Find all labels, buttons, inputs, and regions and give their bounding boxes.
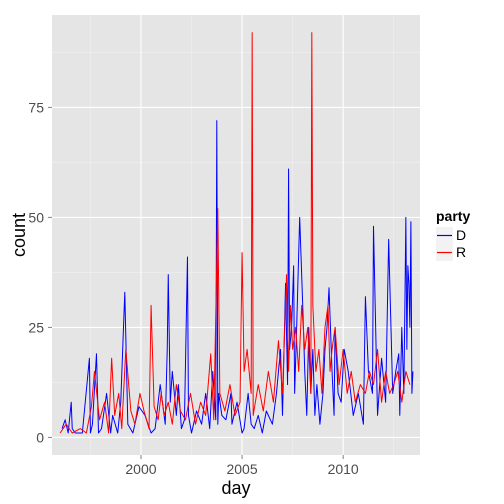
- x-tick-label: 2005: [226, 461, 257, 477]
- legend: party D R: [436, 208, 470, 261]
- x-axis-title: day: [221, 478, 250, 498]
- series-layer: [59, 32, 414, 434]
- series-line-d: [61, 120, 414, 434]
- y-tick-label: 25: [28, 319, 44, 335]
- legend-title: party: [436, 208, 470, 224]
- y-tick-label: 75: [28, 99, 44, 115]
- x-tick-label: 2010: [328, 461, 359, 477]
- y-tick-label: 0: [36, 429, 44, 445]
- x-axis: 2000 2005 2010: [125, 455, 359, 477]
- plot-panel: [52, 15, 420, 455]
- y-axis-title: count: [9, 213, 29, 257]
- legend-label-r: R: [456, 244, 466, 260]
- y-axis: 0 25 50 75: [28, 99, 52, 445]
- y-tick-label: 50: [28, 209, 44, 225]
- legend-label-d: D: [456, 227, 466, 243]
- x-tick-label: 2000: [125, 461, 156, 477]
- major-grid: [52, 15, 420, 455]
- series-line-r: [59, 32, 411, 434]
